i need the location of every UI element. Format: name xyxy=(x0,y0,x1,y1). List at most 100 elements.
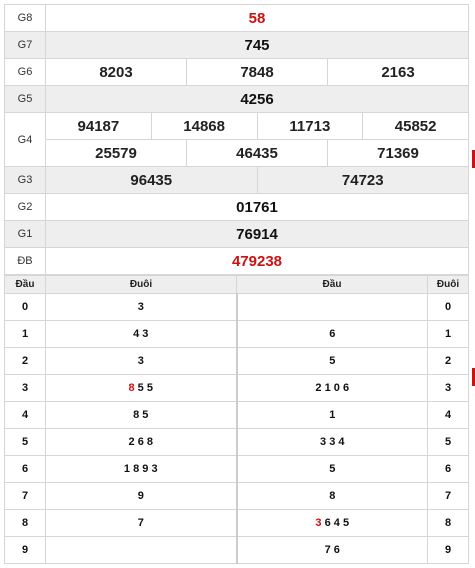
prize-label: G4 xyxy=(4,112,46,167)
loto-digits: 1 xyxy=(444,328,452,340)
loto-dau: 9 xyxy=(4,536,46,564)
red-marker xyxy=(472,150,475,168)
prize-row-g7: G7 745 xyxy=(4,31,469,59)
prize-value: 45852 xyxy=(362,113,468,139)
prize-value: 8203 xyxy=(99,63,133,81)
prize-value: 745 xyxy=(45,31,469,59)
prize-row-g8: G8 58 xyxy=(4,4,469,32)
highlight-digit: 3 xyxy=(315,517,322,529)
prize-value: 46435 xyxy=(186,140,327,166)
loto-digits: 7 xyxy=(137,517,144,529)
loto-digits: 5 xyxy=(21,436,29,448)
loto-duoi2: 7 xyxy=(427,482,469,510)
loto-digits: 7 xyxy=(444,490,452,502)
prize-label: G6 xyxy=(4,58,46,86)
loto-dau2: 8 xyxy=(235,482,428,510)
header-dau: Đầu xyxy=(4,275,46,294)
loto-digits: 6 4 5 xyxy=(321,517,350,529)
loto-digits: 5 xyxy=(329,463,336,475)
loto-digits: 5 xyxy=(444,436,452,448)
loto-digits: 0 xyxy=(444,301,452,313)
loto-duoi: 7 xyxy=(45,509,237,537)
loto-digits: 1 8 9 3 xyxy=(123,463,158,475)
loto-digits: 8 xyxy=(444,517,452,529)
highlight-digit: 8 xyxy=(128,382,135,394)
loto-dau2: 5 xyxy=(235,455,428,483)
loto-digits: 9 xyxy=(137,490,144,502)
loto-table: Đầu Đuôi Đầu Đuôi 0 3 0 1 4 3 6 1 2 3 5 2 3 8 5 5 2 1… xyxy=(4,275,469,564)
loto-duoi: 3 xyxy=(45,347,237,375)
loto-duoi: 1 8 9 3 xyxy=(45,455,237,483)
loto-dau2 xyxy=(235,293,428,321)
loto-dau: 0 xyxy=(4,293,46,321)
loto-duoi: 3 xyxy=(45,293,237,321)
prize-value: 25579 xyxy=(95,144,137,162)
loto-row: 7 9 8 7 xyxy=(4,482,469,510)
loto-digits: 9 xyxy=(21,544,29,556)
loto-dau: 6 xyxy=(4,455,46,483)
loto-digits: 1 xyxy=(329,409,336,421)
loto-dau2: 5 xyxy=(235,347,428,375)
prize-value: 14868 xyxy=(150,113,257,139)
prize-value: 58 xyxy=(45,4,469,32)
loto-digits: 6 xyxy=(444,463,452,475)
prize-label: ĐB xyxy=(4,247,46,275)
loto-digits: 0 xyxy=(21,301,29,313)
loto-digits: 8 xyxy=(21,517,29,529)
prize-row-g1: G1 76914 xyxy=(4,220,469,248)
loto-header-row: Đầu Đuôi Đầu Đuôi xyxy=(4,275,469,294)
loto-duoi2: 2 xyxy=(427,347,469,375)
loto-row: 3 8 5 5 2 1 0 6 3 xyxy=(4,374,469,402)
prize-value: 01761 xyxy=(45,193,469,221)
loto-row: 4 8 5 1 4 xyxy=(4,401,469,429)
prize-value: 76914 xyxy=(45,220,469,248)
loto-duoi2: 0 xyxy=(427,293,469,321)
loto-digits: 2 xyxy=(21,355,29,367)
loto-digits: 2 xyxy=(444,355,452,367)
loto-digits: 1 xyxy=(21,328,29,340)
loto-digits: 4 xyxy=(444,409,452,421)
loto-digits: 6 xyxy=(329,328,336,340)
prize-value: 4256 xyxy=(45,85,469,113)
loto-digits: 2 1 0 6 xyxy=(315,382,350,394)
lottery-results: G8 58 G7 745 G6 8203 7848 2163 G5 4256 G… xyxy=(4,4,469,564)
loto-row: 5 2 6 8 3 3 4 5 xyxy=(4,428,469,456)
loto-duoi2: 9 xyxy=(427,536,469,564)
prize-value: 7848 xyxy=(186,59,327,85)
prize-row-g3: G3 96435 74723 xyxy=(4,166,469,194)
prize-row-db: ĐB 479238 xyxy=(4,247,469,275)
header-dau: Đầu xyxy=(236,275,428,294)
loto-digits: 8 5 xyxy=(133,409,149,421)
loto-duoi2: 4 xyxy=(427,401,469,429)
loto-dau2: 1 xyxy=(235,401,428,429)
loto-body: 0 3 0 1 4 3 6 1 2 3 5 2 3 8 5 5 2 1 0 6 3 4 8 5 1 4 5 2 6 8 3… xyxy=(4,293,469,564)
loto-duoi2: 1 xyxy=(427,320,469,348)
header-duoi: Đuôi xyxy=(427,275,469,294)
prize-value: 71369 xyxy=(327,140,468,166)
loto-dau: 4 xyxy=(4,401,46,429)
prize-label: G5 xyxy=(4,85,46,113)
prize-label: G1 xyxy=(4,220,46,248)
loto-row: 6 1 8 9 3 5 6 xyxy=(4,455,469,483)
prize-value: 11713 xyxy=(256,113,363,139)
loto-dau2: 2 1 0 6 xyxy=(235,374,428,402)
loto-dau: 8 xyxy=(4,509,46,537)
prize-row-g4: G4 94187 14868 11713 45852 25579 46435 7… xyxy=(4,112,469,167)
loto-digits: 3 xyxy=(137,301,144,313)
prize-row-g6: G6 8203 7848 2163 xyxy=(4,58,469,86)
loto-dau: 1 xyxy=(4,320,46,348)
loto-duoi2: 8 xyxy=(427,509,469,537)
loto-dau2: 3 3 4 xyxy=(235,428,428,456)
loto-duoi: 4 3 xyxy=(45,320,237,348)
loto-duoi: 8 5 5 xyxy=(45,374,237,402)
prize-label: G3 xyxy=(4,166,46,194)
prize-value: 96435 xyxy=(130,171,173,189)
loto-digits: 4 xyxy=(21,409,29,421)
loto-digits: 5 5 xyxy=(134,382,153,394)
loto-digits: 9 xyxy=(444,544,452,556)
loto-digits: 7 xyxy=(21,490,29,502)
loto-row: 8 7 3 6 4 5 8 xyxy=(4,509,469,537)
loto-dau2: 3 6 4 5 xyxy=(235,509,428,537)
prize-label: G2 xyxy=(4,193,46,221)
loto-row: 1 4 3 6 1 xyxy=(4,320,469,348)
